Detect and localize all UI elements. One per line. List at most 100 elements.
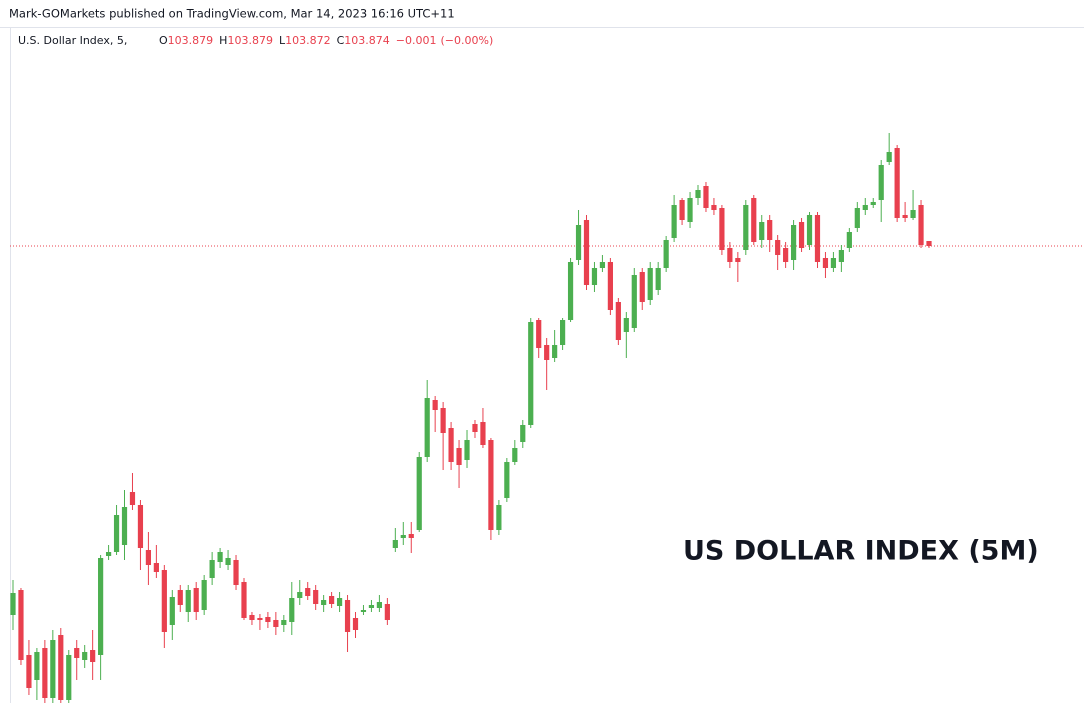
low-label: L: [279, 34, 286, 47]
candle-body: [336, 598, 343, 606]
candle-body: [671, 205, 677, 238]
candle-body: [400, 535, 406, 538]
candle-body: [265, 617, 271, 622]
candle-body: [145, 550, 152, 565]
candle-body: [344, 600, 351, 632]
candle-body: [384, 604, 390, 620]
candle-body: [392, 540, 398, 548]
candle-body: [743, 205, 749, 250]
candle-body: [822, 258, 829, 268]
candle-body: [631, 275, 637, 328]
candle-body: [233, 560, 239, 585]
candle-body: [297, 592, 303, 598]
open-label: O: [159, 34, 168, 47]
candle-body: [193, 588, 199, 612]
candle-body: [512, 448, 518, 462]
candle-body: [18, 590, 24, 660]
plot-area: [10, 133, 1084, 703]
candle-body: [416, 457, 422, 530]
candle-body: [751, 198, 757, 242]
candle-body: [408, 534, 414, 538]
candle-body: [472, 424, 478, 432]
publisher-header: Mark-GOMarkets published on TradingView.…: [9, 7, 455, 21]
candle-body: [814, 215, 821, 262]
candle-body: [281, 620, 287, 625]
candle-body: [759, 222, 765, 240]
candle-body: [368, 605, 375, 608]
candle-body: [599, 262, 606, 268]
candle-body: [886, 152, 892, 162]
candle-body: [719, 208, 725, 250]
candle-body: [34, 652, 40, 680]
candle-body: [775, 240, 781, 255]
candle-body: [806, 215, 813, 245]
candle-body: [544, 345, 550, 360]
change-value: −0.001: [396, 34, 437, 47]
candle-body: [169, 597, 175, 625]
candle-body: [854, 208, 860, 228]
candle-body: [456, 448, 462, 465]
candle-body: [121, 507, 128, 545]
candle-body: [607, 262, 613, 310]
candle-body: [217, 552, 223, 562]
candle-body: [177, 590, 183, 605]
candle-body: [560, 320, 566, 345]
candle-body: [225, 558, 231, 565]
candle-body: [209, 560, 215, 578]
candle-body: [870, 202, 876, 205]
candle-body: [639, 272, 645, 302]
candle-body: [663, 240, 669, 268]
low-value: 103.872: [285, 34, 331, 47]
candle-body: [575, 225, 582, 260]
candle-body: [846, 232, 852, 248]
candle-body: [321, 600, 327, 605]
candle-body: [424, 398, 430, 457]
candle-body: [289, 598, 295, 622]
change-percent: (−0.00%): [441, 34, 494, 47]
candle-body: [727, 248, 733, 262]
candle-body: [552, 345, 558, 358]
candle-body: [838, 250, 844, 262]
candle-body: [105, 552, 112, 556]
candle-body: [113, 515, 120, 552]
candle-body: [703, 186, 709, 208]
candle-body: [655, 268, 661, 290]
candle-body: [257, 618, 263, 620]
candle-body: [695, 190, 701, 198]
candle-body: [615, 302, 621, 340]
candle-body: [583, 220, 590, 285]
candle-body: [711, 205, 717, 210]
candle-body: [10, 593, 16, 615]
candle-body: [249, 615, 255, 620]
candle-body: [910, 210, 916, 218]
candle-body: [496, 505, 502, 530]
candle-body: [735, 258, 741, 262]
candle-body: [42, 648, 48, 698]
candle-body: [520, 425, 526, 442]
candle-body: [918, 205, 924, 245]
candle-body: [862, 205, 868, 210]
candle-body: [679, 200, 685, 220]
candle-body: [305, 588, 311, 596]
symbol-label: U.S. Dollar Index, 5,: [18, 34, 127, 47]
close-label: C: [337, 34, 345, 47]
close-value: 103.874: [344, 34, 390, 47]
candle-body: [536, 320, 542, 348]
candle-body: [137, 505, 144, 548]
high-value: 103.879: [227, 34, 273, 47]
candle-body: [161, 570, 167, 632]
candle-body: [480, 422, 486, 445]
high-label: H: [219, 34, 227, 47]
candle-body: [74, 648, 80, 658]
candle-body: [440, 408, 446, 433]
candle-body: [90, 650, 96, 662]
candle-body: [528, 322, 534, 425]
candle-body: [687, 198, 693, 222]
open-value: 103.879: [168, 34, 214, 47]
candle-body: [783, 248, 789, 262]
candle-body: [902, 215, 908, 218]
candle-body: [926, 241, 932, 246]
candle-body: [464, 440, 470, 460]
